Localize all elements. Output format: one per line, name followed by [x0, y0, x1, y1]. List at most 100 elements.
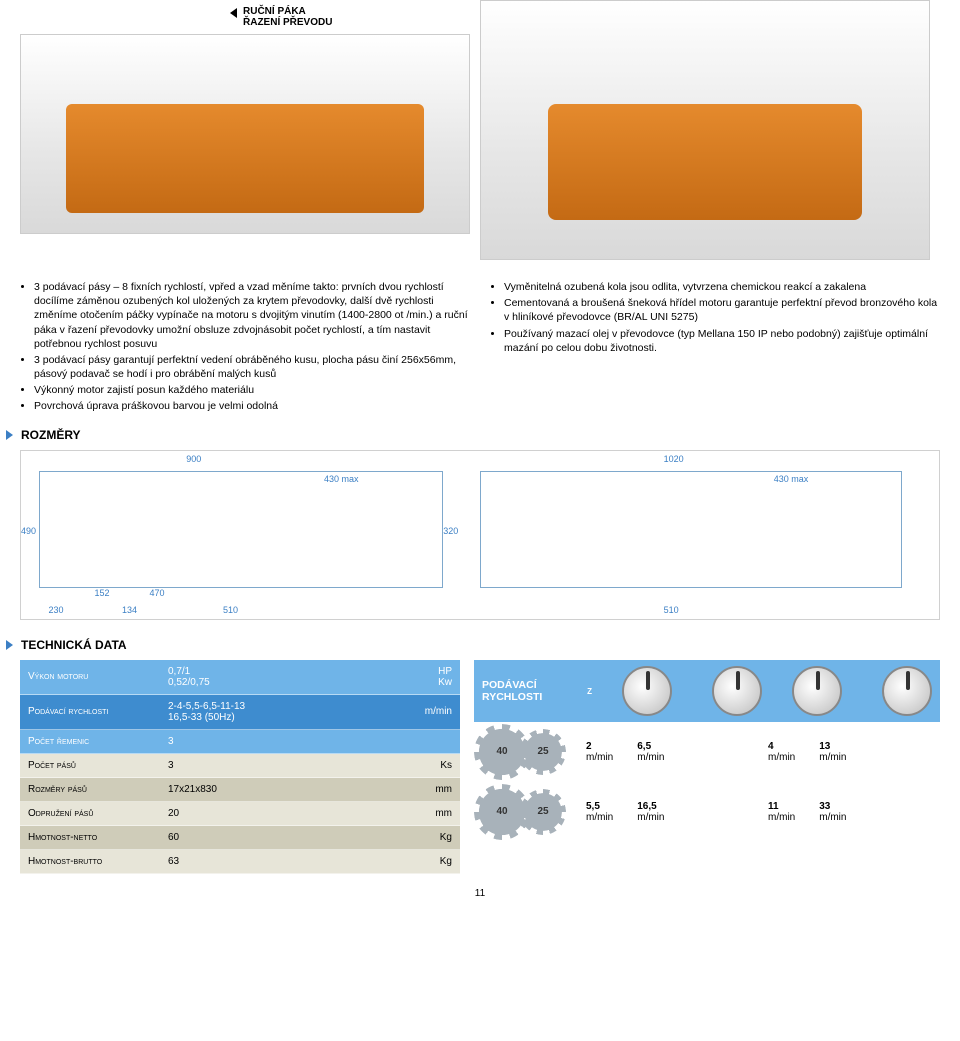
bullet-item: Cementovaná a broušená šneková hřídel mo…: [504, 296, 940, 324]
speed-pair: 11m/min33m/min: [762, 801, 934, 823]
dim-label: 230: [49, 605, 64, 615]
z-label: z: [587, 685, 592, 697]
bullets-right-list: Vyměnitelná ozubená kola jsou odlita, vy…: [490, 280, 940, 355]
gear-row: 4025 5,5m/min 16,5m/min 11m/min33m/min: [474, 782, 940, 842]
product-photo-left: [20, 34, 470, 234]
tech-row: Počet pásů3Ks: [20, 754, 460, 778]
bullet-item: Používaný mazací olej v převodovce (typ …: [504, 327, 940, 355]
dim-label: 900: [186, 454, 201, 464]
speed-value: 33m/min: [819, 801, 846, 823]
speed-pair: 4m/min 13m/min: [762, 741, 934, 763]
bullets-left-list: 3 podávací pásy – 8 fixních rychlostí, v…: [20, 280, 470, 414]
triangle-right-icon: [6, 430, 13, 440]
tech-row-unit: mm: [402, 808, 452, 819]
dim-label: 430 max: [774, 474, 809, 484]
tech-row-value: 0,7/1 0,52/0,75: [168, 666, 402, 688]
gear-pair: 4025: [480, 730, 570, 774]
gear-small-icon: 25: [526, 795, 560, 829]
speed-value: 5,5m/min: [586, 801, 613, 823]
dial-group: z: [587, 666, 932, 716]
dial-icon: [622, 666, 672, 716]
tech-row-value: 3: [168, 760, 402, 771]
tech-area: Výkon motoru0,7/1 0,52/0,75HP KwPodávací…: [0, 656, 960, 884]
dimensions-drawing: 900 430 max 1020 430 max 490 510 510 320…: [20, 450, 940, 620]
dim-label: 470: [150, 588, 165, 598]
product-photo-right: [480, 0, 930, 260]
dim-label: 320: [443, 526, 458, 536]
gear-big-icon: 40: [480, 730, 524, 774]
tech-row-label: Hmotnost-netto: [28, 832, 168, 843]
tech-table: Výkon motoru0,7/1 0,52/0,75HP KwPodávací…: [20, 660, 460, 874]
gear-small-icon: 25: [526, 735, 560, 769]
tech-row-unit: HP Kw: [402, 666, 452, 688]
speed-value: 2m/min: [586, 741, 613, 763]
bullet-item: Vyměnitelná ozubená kola jsou odlita, vy…: [504, 280, 940, 294]
dial-icon: [882, 666, 932, 716]
tech-row-label: Hmotnost-brutto: [28, 856, 168, 867]
dial-pair-a: [622, 666, 762, 716]
tech-row-label: Odpružení pásů: [28, 808, 168, 819]
tech-row-label: Počet řemenic: [28, 736, 168, 747]
tech-row-label: Počet pásů: [28, 760, 168, 771]
page-root: RUČNÍ PÁKA ŘAZENÍ PŘEVODU 3 podávací pás…: [0, 0, 960, 909]
caption-text: RUČNÍ PÁKA ŘAZENÍ PŘEVODU: [243, 6, 332, 28]
speed-value: 16,5m/min: [637, 801, 664, 823]
tech-row-unit: Kg: [402, 832, 452, 843]
dial-pair-b: [792, 666, 932, 716]
tech-row-value: 3: [168, 736, 402, 747]
tech-row-label: Výkon motoru: [28, 671, 168, 682]
tech-row: Výkon motoru0,7/1 0,52/0,75HP Kw: [20, 660, 460, 695]
tech-row-value: 63: [168, 856, 402, 867]
tech-row-unit: m/min: [402, 706, 452, 717]
page-number: 11: [0, 884, 960, 909]
speed-panel-header: PODÁVACÍ RYCHLOSTI z: [474, 660, 940, 722]
tech-row-value: 2-4-5,5-6,5-11-13 16,5-33 (50Hz): [168, 701, 402, 723]
tech-row-unit: Ks: [402, 760, 452, 771]
photo-caption: RUČNÍ PÁKA ŘAZENÍ PŘEVODU: [20, 6, 470, 28]
bullet-item: 3 podávací pásy garantují perfektní vede…: [34, 353, 470, 381]
speed-pair: 5,5m/min 16,5m/min: [580, 801, 752, 823]
dim-label: 510: [664, 605, 679, 615]
dim-label: 1020: [664, 454, 684, 464]
top-photo-section: RUČNÍ PÁKA ŘAZENÍ PŘEVODU: [0, 0, 960, 270]
speed-pair: 2m/min 6,5m/min: [580, 741, 752, 763]
bullet-item: Výkonný motor zajistí posun každého mate…: [34, 383, 470, 397]
tech-row-unit: mm: [402, 784, 452, 795]
tech-row: Podávací rychlosti2-4-5,5-6,5-11-13 16,5…: [20, 695, 460, 730]
gear-pair: 4025: [480, 790, 570, 834]
triangle-left-icon: [230, 8, 237, 18]
dim-label: 134: [122, 605, 137, 615]
tech-row-value: 17x21x830: [168, 784, 402, 795]
dimension-view-a: [39, 471, 443, 589]
caption-line2: ŘAZENÍ PŘEVODU: [243, 17, 332, 28]
left-photo-column: RUČNÍ PÁKA ŘAZENÍ PŘEVODU: [20, 0, 470, 260]
section-title: TECHNICKÁ DATA: [21, 638, 127, 652]
tech-row: Odpružení pásů20mm: [20, 802, 460, 826]
speed-value: 4m/min: [768, 741, 795, 763]
tech-row-label: Rozměry pásů: [28, 784, 168, 795]
section-rozmery: ROZMĚRY: [0, 420, 960, 446]
speed-value: 13m/min: [819, 741, 846, 763]
dial-icon: [712, 666, 762, 716]
dim-label: 152: [94, 588, 109, 598]
gear-row: 4025 2m/min 6,5m/min 4m/min 13m/min: [474, 722, 940, 782]
tech-row: Hmotnost-netto60Kg: [20, 826, 460, 850]
triangle-right-icon: [6, 640, 13, 650]
feature-bullets: 3 podávací pásy – 8 fixních rychlostí, v…: [0, 270, 960, 420]
speed-panel: PODÁVACÍ RYCHLOSTI z 40252m/min6,5m/min4…: [474, 660, 940, 874]
speed-value: 6,5m/min: [637, 741, 664, 763]
speed-rows: 4025 2m/min 6,5m/min 4m/min 13m/min 4025 5,5m/…: [474, 722, 940, 842]
tech-row: Rozměry pásů17x21x830mm: [20, 778, 460, 802]
right-photo-column: [480, 0, 930, 260]
tech-row: Počet řemenic3: [20, 730, 460, 754]
bullet-item: Povrchová úprava práškovou barvou je vel…: [34, 399, 470, 413]
tech-row-unit: Kg: [402, 856, 452, 867]
tech-row-label: Podávací rychlosti: [28, 706, 168, 717]
dim-label: 510: [223, 605, 238, 615]
tech-row-value: 20: [168, 808, 402, 819]
section-techdata: TECHNICKÁ DATA: [0, 630, 960, 656]
dim-label: 430 max: [324, 474, 359, 484]
caption-line1: RUČNÍ PÁKA: [243, 6, 332, 17]
section-title: ROZMĚRY: [21, 428, 81, 442]
tech-row: Hmotnost-brutto63Kg: [20, 850, 460, 874]
